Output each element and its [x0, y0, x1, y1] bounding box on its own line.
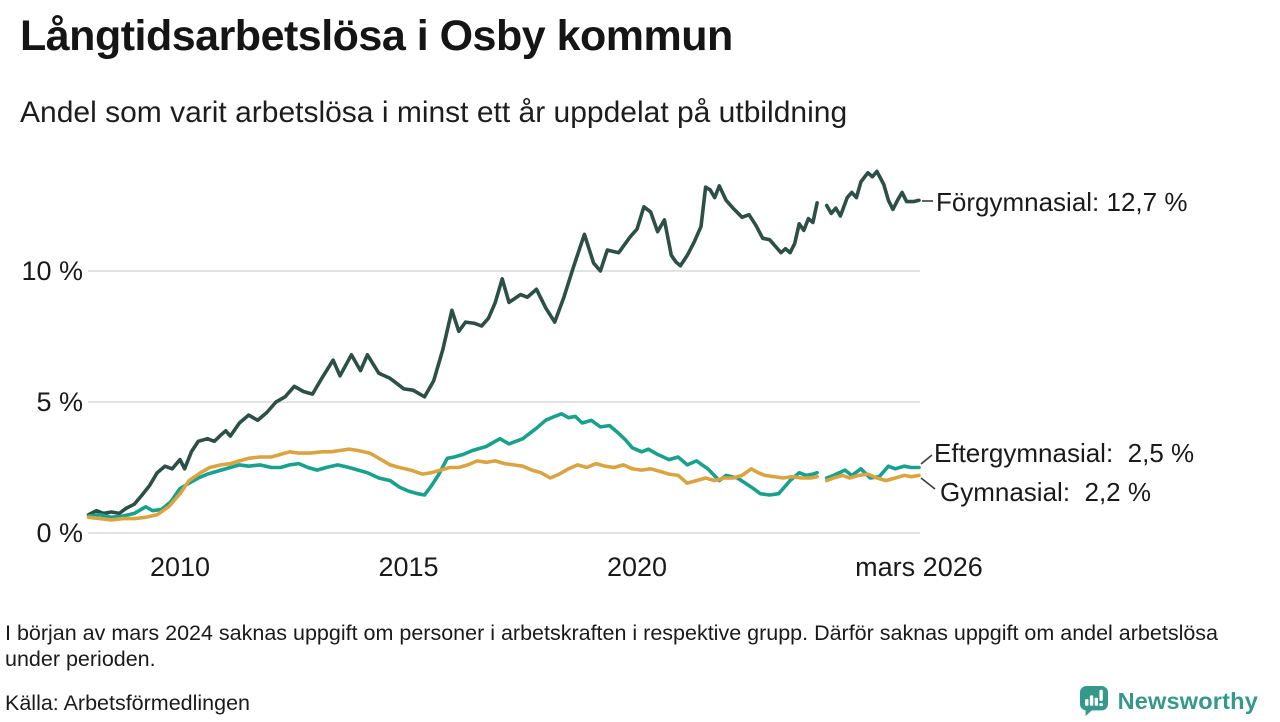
label-leader-1 — [920, 454, 933, 465]
series-end-label-gymnasial: Gymnasial: 2,2 % — [940, 477, 1151, 507]
label-leader-2 — [920, 477, 936, 490]
page-title: Långtidsarbetslösa i Osby kommun — [20, 12, 733, 60]
newsworthy-wordmark: Newsworthy — [1117, 687, 1258, 714]
series-line-0 — [86, 169, 921, 517]
chart-subtitle: Andel som varit arbetslösa i minst ett å… — [20, 96, 848, 129]
y-axis-tick-10: 10 % — [21, 256, 83, 286]
chart-footnote: I början av mars 2024 saknas uppgift om … — [5, 621, 1219, 671]
x-axis-tick-mars-2026: mars 2026 — [855, 552, 983, 582]
x-axis-tick-2015: 2015 — [378, 552, 439, 582]
newsworthy-logo: Newsworthy — [1079, 685, 1258, 717]
newsworthy-bubble-chart-icon — [1079, 685, 1109, 717]
series-end-label-eftergymnasial: Eftergymnasial: 2,5 % — [934, 438, 1195, 468]
source-attribution: Källa: Arbetsförmedlingen — [5, 691, 251, 715]
y-axis-tick-0: 0 % — [36, 518, 83, 548]
y-axis-tick-5: 5 % — [36, 387, 83, 417]
series-end-label-forgymnasial: Förgymnasial: 12,7 % — [936, 187, 1188, 217]
series-line-2 — [86, 447, 921, 522]
x-axis-tick-2010: 2010 — [149, 552, 211, 582]
x-axis-tick-2020: 2020 — [606, 552, 668, 582]
